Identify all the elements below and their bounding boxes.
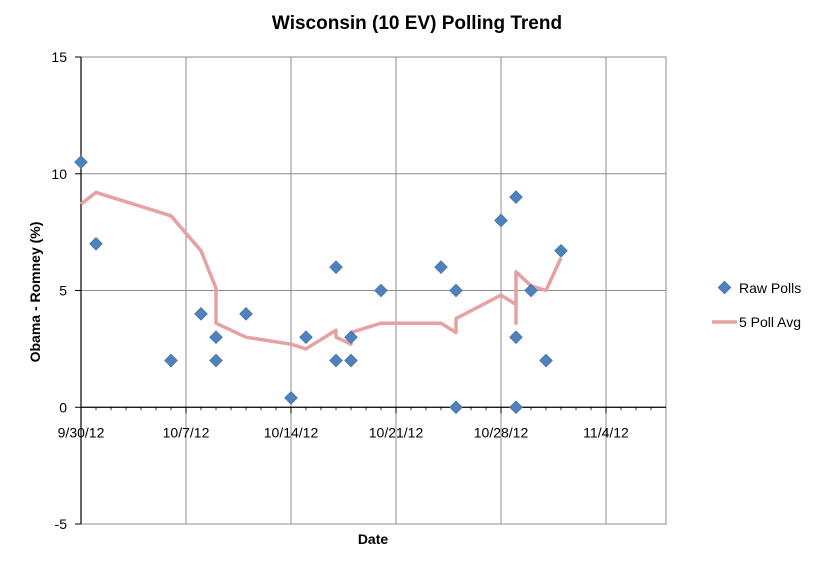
chart-title: Wisconsin (10 EV) Polling Trend bbox=[272, 13, 562, 34]
raw-poll-point bbox=[239, 307, 253, 321]
x-tick-label: 9/30/12 bbox=[58, 424, 105, 440]
y-axis-ticks: -5 0 5 10 15 bbox=[51, 49, 81, 532]
raw-poll-point bbox=[329, 353, 343, 368]
raw-polls-series bbox=[74, 155, 568, 415]
raw-poll-point bbox=[449, 400, 463, 415]
y-tick-label: 0 bbox=[59, 399, 67, 415]
raw-poll-point bbox=[209, 353, 223, 368]
raw-poll-point bbox=[344, 330, 358, 344]
raw-poll-point bbox=[194, 307, 208, 321]
raw-poll-point bbox=[284, 391, 298, 405]
raw-poll-point bbox=[449, 283, 463, 298]
x-tick-label: 10/14/12 bbox=[264, 424, 319, 440]
raw-poll-point bbox=[164, 353, 178, 368]
raw-poll-point bbox=[539, 353, 553, 368]
raw-poll-point bbox=[554, 244, 568, 258]
raw-poll-point bbox=[374, 283, 388, 298]
raw-poll-point bbox=[74, 155, 88, 169]
raw-poll-point bbox=[344, 353, 358, 368]
raw-poll-point bbox=[89, 237, 103, 251]
y-tick-label: -5 bbox=[55, 516, 68, 532]
y-tick-label: 10 bbox=[51, 166, 67, 182]
y-tick-label: 15 bbox=[51, 49, 67, 65]
x-tick-label: 10/28/12 bbox=[474, 424, 529, 440]
raw-poll-point bbox=[509, 330, 523, 344]
raw-poll-point bbox=[509, 190, 523, 204]
legend-raw-polls-label: Raw Polls bbox=[739, 280, 801, 296]
raw-poll-point bbox=[329, 260, 343, 274]
x-tick-label: 10/7/12 bbox=[163, 424, 210, 440]
raw-poll-point bbox=[299, 330, 313, 344]
horizontal-gridlines bbox=[81, 56, 666, 525]
vertical-gridlines bbox=[185, 57, 607, 524]
x-tick-label: 11/4/12 bbox=[583, 424, 629, 440]
legend: Raw Polls 5 Poll Avg bbox=[712, 280, 801, 330]
y-axis-label: Obama - Romney (%) bbox=[27, 222, 43, 363]
raw-poll-point bbox=[524, 283, 538, 298]
raw-poll-point bbox=[434, 260, 448, 274]
raw-poll-point bbox=[209, 330, 223, 344]
raw-poll-point bbox=[509, 400, 523, 415]
x-axis-ticks: 9/30/12 10/7/12 10/14/12 10/21/12 10/28/12 11… bbox=[58, 407, 652, 440]
x-tick-label: 10/21/12 bbox=[369, 424, 424, 440]
y-tick-label: 5 bbox=[59, 283, 67, 299]
raw-poll-point bbox=[494, 213, 508, 228]
legend-raw-polls-marker bbox=[717, 280, 732, 295]
x-axis-label: Date bbox=[358, 531, 389, 547]
legend-avg-label: 5 Poll Avg bbox=[739, 314, 801, 330]
